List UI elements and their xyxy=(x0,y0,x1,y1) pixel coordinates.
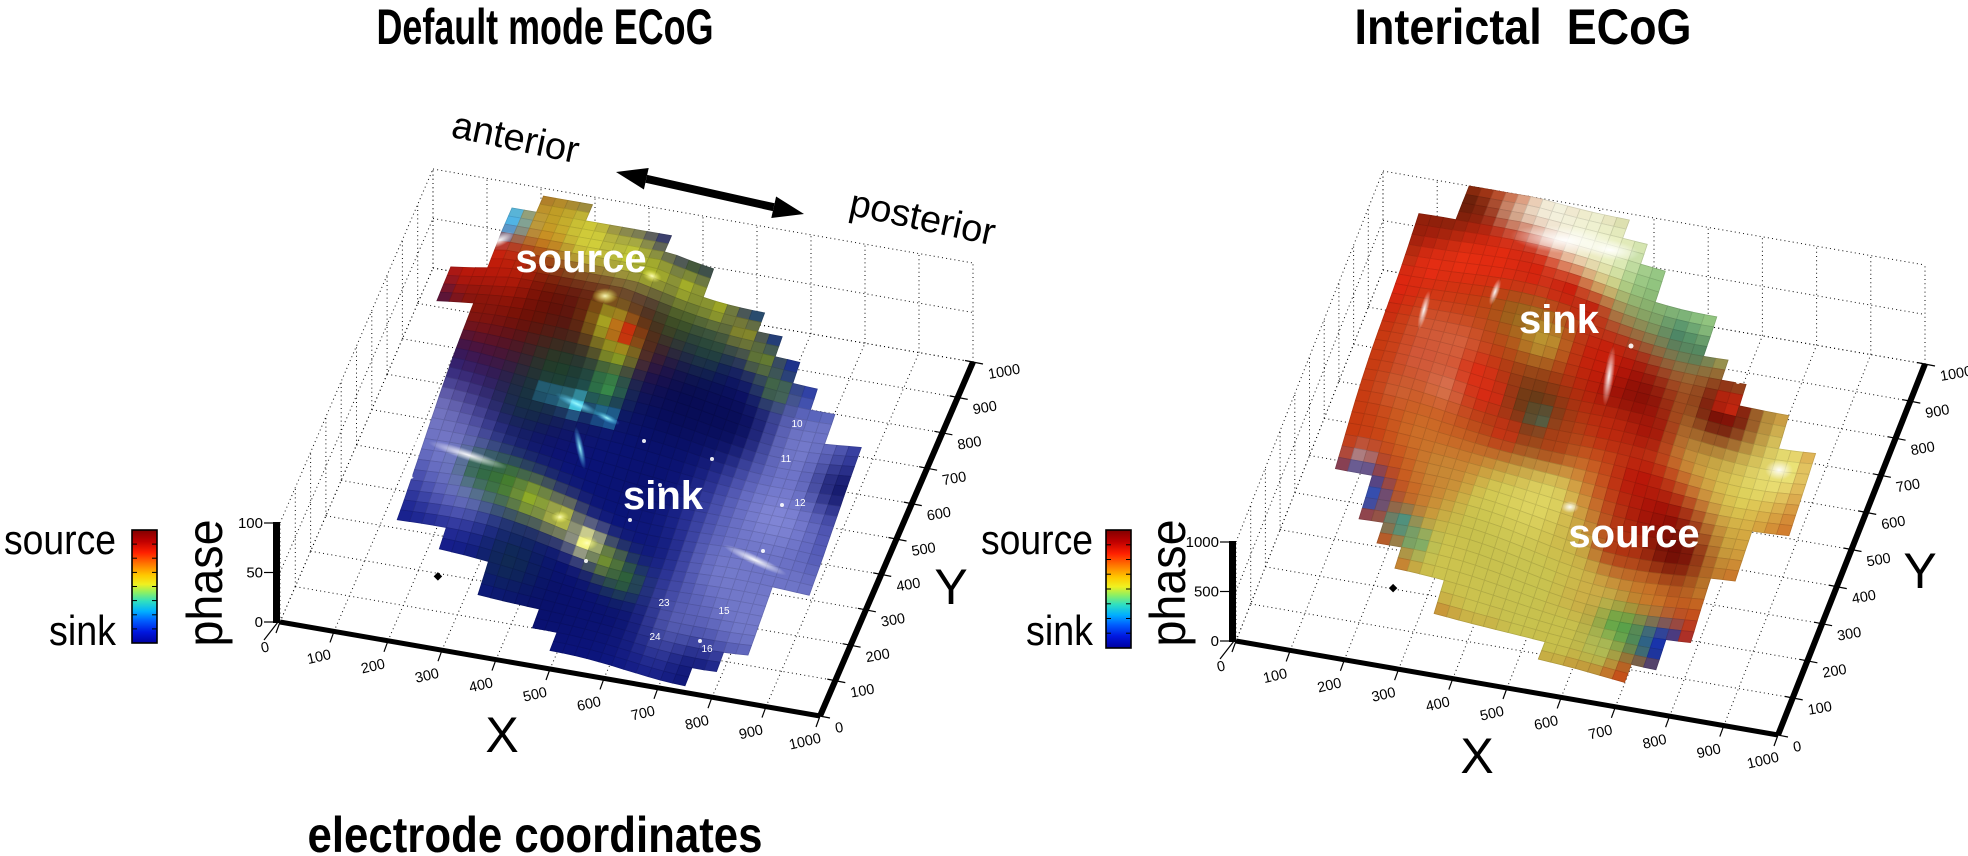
svg-text:700: 700 xyxy=(941,469,968,489)
svg-text:1000: 1000 xyxy=(1746,750,1781,773)
svg-text:500: 500 xyxy=(910,540,937,560)
svg-text:100: 100 xyxy=(1807,699,1834,719)
svg-text:16: 16 xyxy=(701,644,713,655)
svg-text:62: 62 xyxy=(412,399,424,410)
svg-text:600: 600 xyxy=(1880,513,1907,533)
svg-text:1000: 1000 xyxy=(1939,364,1968,385)
svg-text:12: 12 xyxy=(794,498,806,509)
svg-text:300: 300 xyxy=(414,666,441,687)
svg-text:63: 63 xyxy=(408,435,420,446)
svg-text:electrode coordinates: electrode coordinates xyxy=(308,807,763,856)
svg-text:0: 0 xyxy=(834,720,845,737)
svg-text:400: 400 xyxy=(1424,694,1451,715)
svg-text:500: 500 xyxy=(1479,704,1506,725)
svg-text:0: 0 xyxy=(1215,658,1226,675)
svg-text:100: 100 xyxy=(849,682,876,702)
svg-text:200: 200 xyxy=(865,646,892,666)
svg-text:source: source xyxy=(4,516,116,563)
svg-text:300: 300 xyxy=(880,611,907,631)
svg-text:0: 0 xyxy=(255,614,263,631)
svg-text:800: 800 xyxy=(956,434,983,454)
svg-text:15: 15 xyxy=(718,606,730,617)
svg-text:Default mode ECoG: Default mode ECoG xyxy=(377,0,714,55)
svg-text:24: 24 xyxy=(649,632,661,643)
svg-text:sink: sink xyxy=(1519,298,1600,342)
svg-text:200: 200 xyxy=(1821,662,1848,682)
svg-text:900: 900 xyxy=(972,398,999,418)
svg-text:600: 600 xyxy=(926,505,953,525)
svg-text:500: 500 xyxy=(522,685,549,706)
svg-text:900: 900 xyxy=(738,722,765,743)
svg-text:0: 0 xyxy=(259,639,270,656)
svg-text:500: 500 xyxy=(1194,584,1219,601)
svg-text:Interictal ECoG: Interictal ECoG xyxy=(1355,0,1692,55)
svg-text:50: 50 xyxy=(246,565,263,582)
svg-text:100: 100 xyxy=(238,515,263,532)
svg-text:0: 0 xyxy=(1211,633,1219,650)
svg-text:900: 900 xyxy=(1924,402,1951,422)
svg-text:800: 800 xyxy=(684,713,711,734)
svg-text:0: 0 xyxy=(1792,739,1803,756)
svg-text:X: X xyxy=(485,707,518,763)
svg-text:600: 600 xyxy=(576,694,603,715)
svg-text:10: 10 xyxy=(791,419,803,430)
svg-text:900: 900 xyxy=(1695,741,1722,762)
svg-text:phase: phase xyxy=(1140,520,1196,647)
svg-text:source: source xyxy=(1568,512,1699,556)
svg-text:source: source xyxy=(515,237,646,281)
svg-text:sink: sink xyxy=(49,607,117,654)
svg-text:800: 800 xyxy=(1641,732,1668,753)
svg-text:phase: phase xyxy=(177,520,233,647)
svg-text:1000: 1000 xyxy=(1186,534,1219,551)
svg-text:700: 700 xyxy=(1587,722,1614,743)
svg-text:800: 800 xyxy=(1910,439,1937,459)
svg-text:Y: Y xyxy=(1903,543,1936,599)
svg-text:700: 700 xyxy=(1895,476,1922,496)
svg-text:11: 11 xyxy=(781,454,792,465)
svg-text:400: 400 xyxy=(1851,588,1878,608)
svg-text:200: 200 xyxy=(360,656,387,677)
svg-text:600: 600 xyxy=(1533,713,1560,734)
svg-text:Y: Y xyxy=(934,559,967,615)
svg-text:300: 300 xyxy=(1370,685,1397,706)
svg-text:64: 64 xyxy=(402,471,414,482)
svg-text:23: 23 xyxy=(658,598,670,609)
svg-text:X: X xyxy=(1460,728,1493,784)
svg-text:700: 700 xyxy=(630,703,657,724)
svg-text:400: 400 xyxy=(468,675,495,696)
svg-text:source: source xyxy=(981,516,1093,563)
svg-text:1000: 1000 xyxy=(987,362,1022,383)
svg-text:500: 500 xyxy=(1865,550,1892,570)
svg-text:1000: 1000 xyxy=(788,731,823,754)
svg-text:100: 100 xyxy=(1262,666,1289,687)
svg-text:400: 400 xyxy=(895,575,922,595)
svg-text:300: 300 xyxy=(1836,625,1863,645)
svg-text:100: 100 xyxy=(306,647,333,668)
svg-text:200: 200 xyxy=(1316,675,1343,696)
svg-text:sink: sink xyxy=(1026,607,1094,654)
svg-text:sink: sink xyxy=(623,474,704,518)
